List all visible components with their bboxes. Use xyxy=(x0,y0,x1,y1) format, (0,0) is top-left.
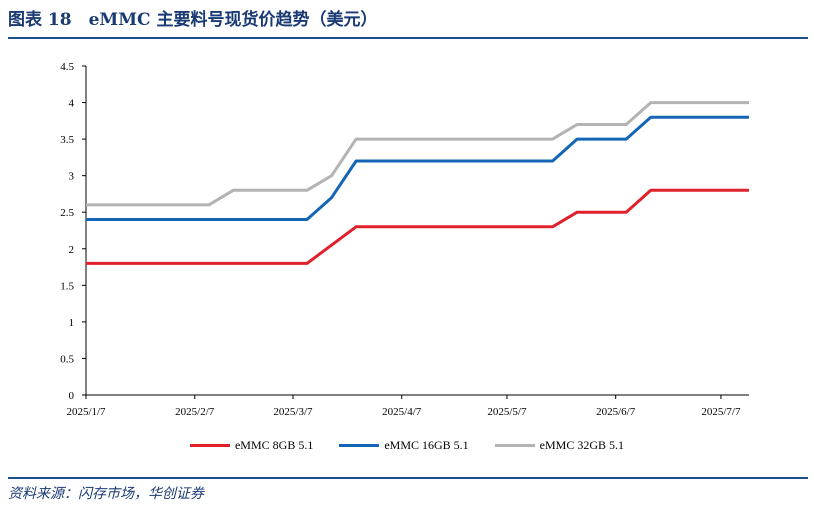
y-tick-label: 0 xyxy=(69,390,75,402)
series-line-8gb xyxy=(86,188,749,265)
x-tick-label: 2025/2/7 xyxy=(175,406,215,418)
legend-label-32gb: eMMC 32GB 5.1 xyxy=(539,438,625,452)
legend-swatch-16gb xyxy=(339,444,380,447)
legend-item-32gb: eMMC 32GB 5.1 xyxy=(494,438,625,453)
legend-swatch-8gb xyxy=(189,444,230,447)
series-line-32gb xyxy=(86,101,749,207)
y-tick-label: 2.5 xyxy=(60,207,74,219)
x-tick-label: 2025/6/7 xyxy=(596,406,636,418)
series-line-16gb xyxy=(86,115,749,221)
series-layer xyxy=(86,101,749,265)
legend: eMMC 8GB 5.1 eMMC 16GB 5.1 eMMC 32GB 5.1 xyxy=(0,438,814,453)
source-note: 资料来源：闪存市场，华创证券 xyxy=(8,486,204,502)
y-tick-label: 2 xyxy=(69,244,75,256)
footer-divider xyxy=(8,477,808,479)
x-axis: 2025/1/7 2025/2/7 2025/3/7 2025/4/7 2025/5/7… xyxy=(66,394,749,418)
y-tick-label: 3 xyxy=(69,171,75,183)
title-divider xyxy=(8,37,808,39)
line-chart: 00.511.522.533.544.5 2025/1/7 2025/2/7 202… xyxy=(60,61,749,418)
legend-label-8gb: eMMC 8GB 5.1 xyxy=(234,438,314,452)
legend-swatch-32gb xyxy=(494,444,535,447)
x-tick-label: 2025/4/7 xyxy=(382,406,422,418)
x-tick-label: 2025/1/7 xyxy=(66,406,106,418)
y-tick-label: 1.5 xyxy=(60,280,74,292)
legend-item-8gb: eMMC 8GB 5.1 xyxy=(189,438,314,453)
y-tick-label: 4.5 xyxy=(60,61,74,73)
y-axis: 0 0.5 1 1.5 2 2.5 3 3.5 4 4.5 xyxy=(60,61,87,402)
legend-label-16gb: eMMC 16GB 5.1 xyxy=(384,438,469,452)
x-tick-label: 2025/7/7 xyxy=(701,406,741,418)
y-tick-label: 1 xyxy=(69,317,75,329)
chart-title: 图表 18 eMMC 主要料号现货价趋势（美元） xyxy=(8,10,378,30)
x-tick-label: 2025/3/7 xyxy=(273,406,313,418)
y-tick-label: 4 xyxy=(69,98,75,110)
x-tick-label: 2025/5/7 xyxy=(487,406,527,418)
y-tick-label: 0.5 xyxy=(60,353,74,365)
y-tick-label: 3.5 xyxy=(60,134,74,146)
legend-item-16gb: eMMC 16GB 5.1 xyxy=(339,438,469,453)
